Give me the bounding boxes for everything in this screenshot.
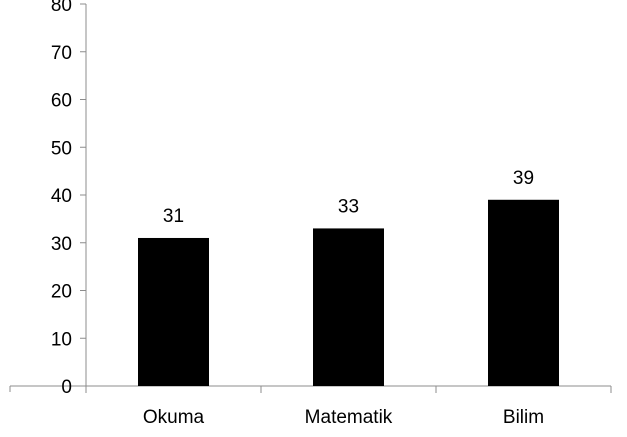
bar-matematik: [313, 228, 384, 386]
y-tick-label: 80: [51, 0, 72, 16]
bar-okuma: [138, 237, 209, 386]
data-label: 31: [163, 206, 184, 227]
y-tick-label: 0: [61, 377, 72, 398]
category-label: Okuma: [143, 407, 205, 428]
y-tick-label: 30: [51, 234, 72, 255]
y-tick-label: 50: [51, 138, 72, 159]
data-label: 39: [513, 168, 534, 189]
y-tick-label: 10: [51, 329, 72, 350]
y-tick-label: 70: [51, 43, 72, 64]
y-tick-label: 20: [51, 282, 72, 303]
bar-bilim: [488, 199, 559, 386]
category-label: Matematik: [305, 407, 393, 428]
y-tick-label: 40: [51, 186, 72, 207]
labels: 0 10 20 30 40 50 60 70 80 31 Okuma 33 Matematik 39 Bil…: [51, 0, 544, 428]
y-tick-label: 60: [51, 91, 72, 112]
bars: [138, 199, 559, 386]
category-label: Bilim: [503, 407, 544, 428]
data-label: 33: [338, 196, 359, 217]
